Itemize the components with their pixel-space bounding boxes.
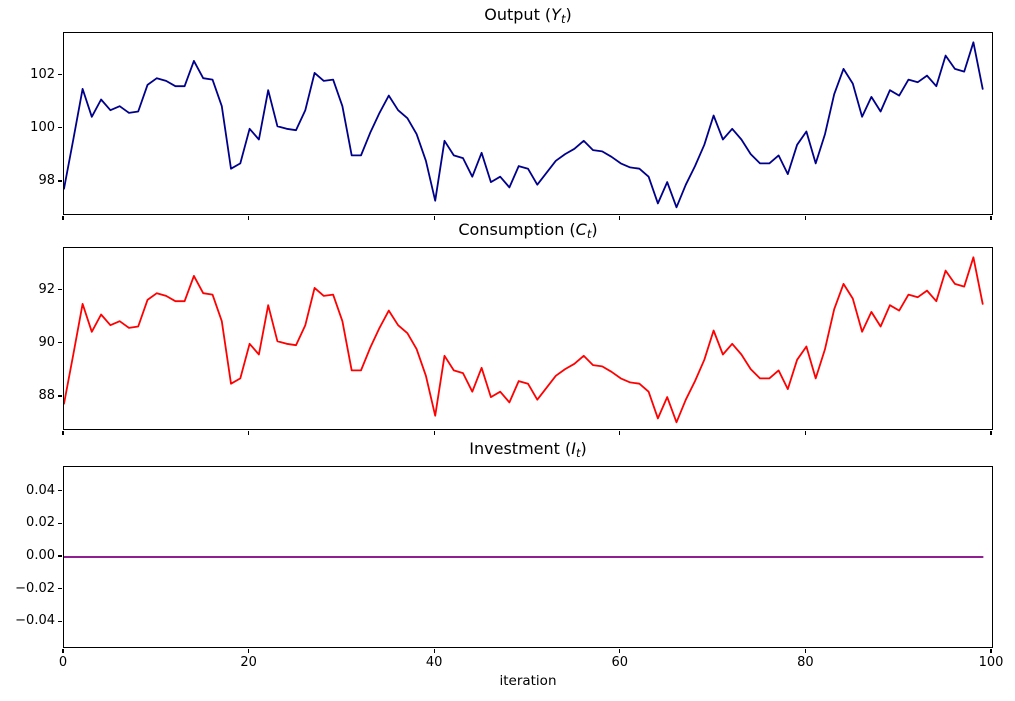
output-plot-area (63, 32, 993, 215)
consumption-title-suffix: ) (591, 220, 598, 239)
investment-line-canvas (64, 556, 984, 558)
output-line (64, 41, 984, 209)
consumption-y-tick-label: 88 (38, 388, 55, 404)
output-y-tick-label: 102 (30, 66, 55, 82)
output-subplot: Output (Yt) 98 100 102 (30, 5, 993, 220)
output-title-suffix: ) (565, 5, 572, 24)
consumption-x-tick-mark (248, 431, 250, 435)
consumption-x-tick-mark (619, 431, 621, 435)
investment-y-tick-mark (58, 588, 62, 590)
output-y-tick-label: 100 (30, 119, 55, 135)
output-y-tick-mark (58, 180, 62, 182)
consumption-y-tick-label: 90 (38, 334, 55, 350)
output-x-tick-mark (248, 216, 250, 220)
investment-y-tick-label: 0.04 (26, 482, 55, 498)
consumption-y-tick-label: 92 (38, 281, 55, 297)
consumption-title-variable: C (575, 220, 587, 239)
investment-title-variable: I (571, 439, 576, 458)
investment-x-tick-mark (990, 649, 992, 653)
consumption-plot-area (63, 247, 993, 430)
investment-y-tick-mark (58, 620, 62, 623)
consumption-y-tick-mark (58, 288, 62, 291)
consumption-x-tick-mark (433, 431, 435, 435)
investment-title: Investment (It) (63, 439, 993, 460)
consumption-subplot: Consumption (Ct) 88 90 92 (38, 220, 993, 435)
investment-y-tick-mark (58, 555, 62, 557)
investment-subplot: Investment (It) iteration 0.04 0.02 0.00 −0… (15, 439, 1003, 689)
output-title-subscript: t (560, 12, 566, 26)
investment-title-suffix: ) (580, 439, 587, 458)
investment-x-tick-mark (804, 649, 806, 653)
output-line-canvas (64, 41, 984, 209)
investment-title-subscript: t (575, 446, 581, 460)
consumption-y-tick-mark (58, 395, 62, 397)
output-title: Output (Yt) (63, 5, 993, 26)
investment-y-tick-label: 0.02 (26, 515, 55, 531)
x-axis-label: iteration (499, 673, 557, 689)
investment-x-tick-mark (248, 649, 250, 653)
consumption-line (64, 256, 984, 424)
investment-x-tick-label: 0 (58, 655, 68, 670)
output-y-tick-label: 98 (38, 173, 55, 189)
investment-y-tick-label: −0.02 (15, 580, 55, 596)
investment-x-tick-label: 80 (797, 655, 814, 670)
investment-title-prefix: Investment ( (469, 439, 572, 458)
output-x-tick-mark (619, 216, 621, 220)
output-x-tick-mark (62, 216, 64, 220)
consumption-title: Consumption (Ct) (63, 220, 993, 241)
output-x-tick-mark (804, 216, 806, 220)
investment-y-tick-label: −0.04 (15, 613, 55, 629)
investment-x-tick-mark (62, 649, 64, 653)
output-x-tick-mark (433, 216, 435, 220)
investment-x-tick-label: 20 (240, 655, 257, 670)
investment-x-tick-mark (433, 649, 435, 653)
output-title-prefix: Output ( (484, 5, 552, 24)
investment-y-tick-mark (58, 489, 62, 492)
investment-plot-area (63, 466, 993, 648)
investment-y-tick-label: 0.00 (26, 548, 55, 563)
investment-x-tick-label: 100 (978, 655, 1004, 670)
output-y-tick-mark (58, 127, 62, 129)
output-y-tick-mark (58, 73, 62, 76)
investment-x-tick-mark (619, 649, 621, 653)
consumption-x-tick-mark (990, 431, 992, 435)
consumption-title-subscript: t (586, 227, 592, 241)
output-title-variable: Y (551, 5, 561, 24)
consumption-y-tick-mark (58, 342, 62, 344)
investment-x-tick-label: 40 (425, 655, 443, 670)
investment-x-tick-label: 60 (611, 655, 629, 670)
output-x-tick-mark (990, 216, 992, 220)
consumption-x-tick-mark (804, 431, 806, 435)
investment-y-tick-mark (58, 522, 62, 524)
consumption-title-prefix: Consumption ( (458, 220, 576, 239)
consumption-line-canvas (64, 256, 984, 424)
consumption-x-tick-mark (62, 431, 64, 435)
